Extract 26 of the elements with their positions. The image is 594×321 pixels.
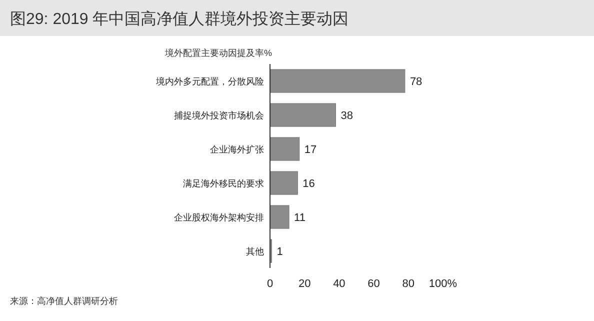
y-tick-label: 其他 bbox=[246, 246, 264, 256]
x-tick-label: 0 bbox=[266, 278, 274, 290]
bar bbox=[270, 205, 290, 229]
y-tick-label: 满足海外移民的要求 bbox=[183, 178, 264, 188]
bar bbox=[270, 137, 300, 161]
chart-subtitle: 境外配置主要动因提及率% bbox=[164, 48, 272, 58]
data-label: 17 bbox=[304, 144, 317, 156]
data-label: 11 bbox=[294, 212, 306, 224]
bar bbox=[270, 171, 298, 195]
x-tick-label: 100% bbox=[428, 278, 458, 290]
x-tick-label: 40 bbox=[333, 278, 346, 290]
x-tick-label: 20 bbox=[298, 278, 311, 290]
x-tick-label: 60 bbox=[368, 278, 380, 290]
data-label: 38 bbox=[340, 110, 353, 122]
data-label: 78 bbox=[410, 76, 422, 88]
bar bbox=[270, 103, 336, 127]
data-label: 1 bbox=[276, 246, 283, 258]
source-note: 来源：高净值人群调研分析 bbox=[10, 296, 118, 306]
data-label: 16 bbox=[302, 178, 315, 190]
x-tick-label: 80 bbox=[402, 278, 415, 290]
y-tick-label: 境内外多元配置，分散风险 bbox=[155, 76, 264, 86]
chart-title: 图29: 2019 年中国高净值人群境外投资主要动因 bbox=[10, 10, 349, 28]
bar bbox=[270, 69, 406, 93]
y-tick-label: 企业股权海外架构安排 bbox=[174, 212, 264, 222]
y-tick-label: 企业海外扩张 bbox=[210, 144, 264, 154]
y-tick-label: 捕捉境外投资市场机会 bbox=[174, 110, 264, 120]
